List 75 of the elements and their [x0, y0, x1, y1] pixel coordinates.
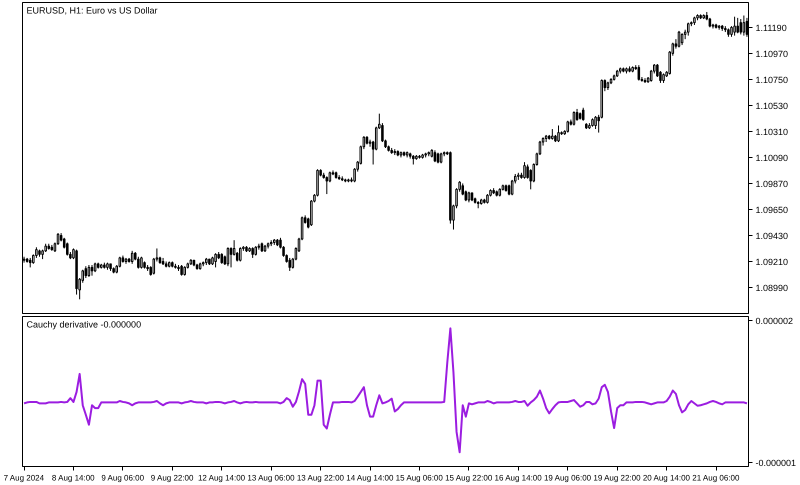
candlestick — [662, 72, 665, 84]
x-tick-label: 9 Aug 06:00 — [101, 474, 145, 482]
candlestick — [260, 242, 264, 253]
candlestick — [740, 18, 742, 35]
candlestick — [28, 257, 32, 268]
candlestick — [742, 15, 746, 36]
candlestick — [230, 246, 232, 268]
y-tick-label: 1.10090 — [756, 152, 788, 163]
y-tick-label: 1.10970 — [756, 48, 788, 59]
x-tick-label: 14 Aug 14:00 — [346, 474, 394, 482]
y-tick-label: 1.09650 — [756, 204, 788, 215]
candlestick — [576, 108, 578, 122]
y-tick-label: 0.000002 — [756, 316, 794, 326]
candlestick — [214, 252, 217, 268]
y-tick-label: 1.10310 — [756, 126, 788, 137]
candlestick — [557, 124, 560, 143]
candlestick — [130, 250, 134, 264]
candlestick — [140, 256, 143, 270]
x-tick-label: 13 Aug 06:00 — [247, 474, 296, 482]
candlestick — [66, 242, 69, 256]
candlestick — [680, 32, 684, 46]
candlestick — [733, 16, 736, 36]
candlestick — [523, 162, 526, 180]
candlestick — [137, 256, 140, 270]
candlestick — [678, 30, 680, 48]
x-tick-label: 15 Aug 22:00 — [445, 474, 493, 482]
candlestick — [468, 191, 470, 203]
candlestick — [90, 264, 94, 276]
candlestick — [594, 116, 597, 130]
y-tick-label: 1.10530 — [756, 100, 788, 111]
candlestick — [94, 262, 96, 273]
candlestick — [88, 264, 90, 278]
candlestick — [572, 110, 576, 126]
candlestick — [440, 152, 442, 164]
y-tick-label: 1.08990 — [756, 282, 788, 293]
candlestick — [686, 22, 690, 36]
y-tick-label: -0.000001 — [756, 458, 796, 468]
chart-title: EURUSD, H1: Euro vs US Dollar — [26, 6, 158, 16]
candlestick — [508, 184, 510, 196]
candlestick — [239, 246, 242, 262]
chart-title: Cauchy derivative -0.000000 — [26, 320, 142, 330]
candlestick — [251, 246, 254, 258]
y-tick-label: 1.10750 — [756, 74, 788, 85]
y-tick-label: 1.11190 — [756, 22, 787, 33]
candlestick — [638, 64, 640, 82]
x-tick-label: 16 Aug 14:00 — [494, 474, 542, 482]
candlestick — [434, 150, 436, 163]
candlestick — [226, 246, 230, 267]
x-tick-label: 21 Aug 06:00 — [692, 474, 740, 482]
x-tick-label: 7 Aug 2024 — [4, 474, 45, 482]
candlestick — [582, 107, 584, 122]
x-tick-label: 13 Aug 22:00 — [296, 474, 345, 482]
candlestick — [486, 194, 489, 204]
x-tick-label: 19 Aug 06:00 — [544, 474, 592, 482]
candlestick — [84, 266, 88, 279]
x-tick-label: 9 Aug 22:00 — [150, 474, 194, 482]
x-tick-label: 8 Aug 14:00 — [52, 474, 96, 482]
candlestick — [180, 264, 183, 276]
candlestick — [566, 120, 570, 134]
candlestick — [551, 128, 554, 140]
candlestick — [220, 252, 224, 264]
x-tick-label: 12 Aug 14:00 — [198, 474, 246, 482]
x-tick-label: 20 Aug 14:00 — [642, 474, 691, 482]
candlestick — [436, 152, 440, 164]
candlestick — [326, 176, 328, 195]
candlestick — [736, 17, 739, 34]
candlestick — [288, 257, 291, 272]
candlestick — [412, 154, 415, 166]
candlestick — [254, 246, 258, 256]
x-tick-label: 19 Aug 22:00 — [593, 474, 642, 482]
x-tick-label: 15 Aug 06:00 — [396, 474, 444, 482]
y-tick-label: 1.09210 — [756, 256, 788, 267]
candlestick — [183, 266, 186, 276]
y-tick-label: 1.09870 — [756, 178, 788, 189]
y-tick-label: 1.09430 — [756, 230, 788, 241]
